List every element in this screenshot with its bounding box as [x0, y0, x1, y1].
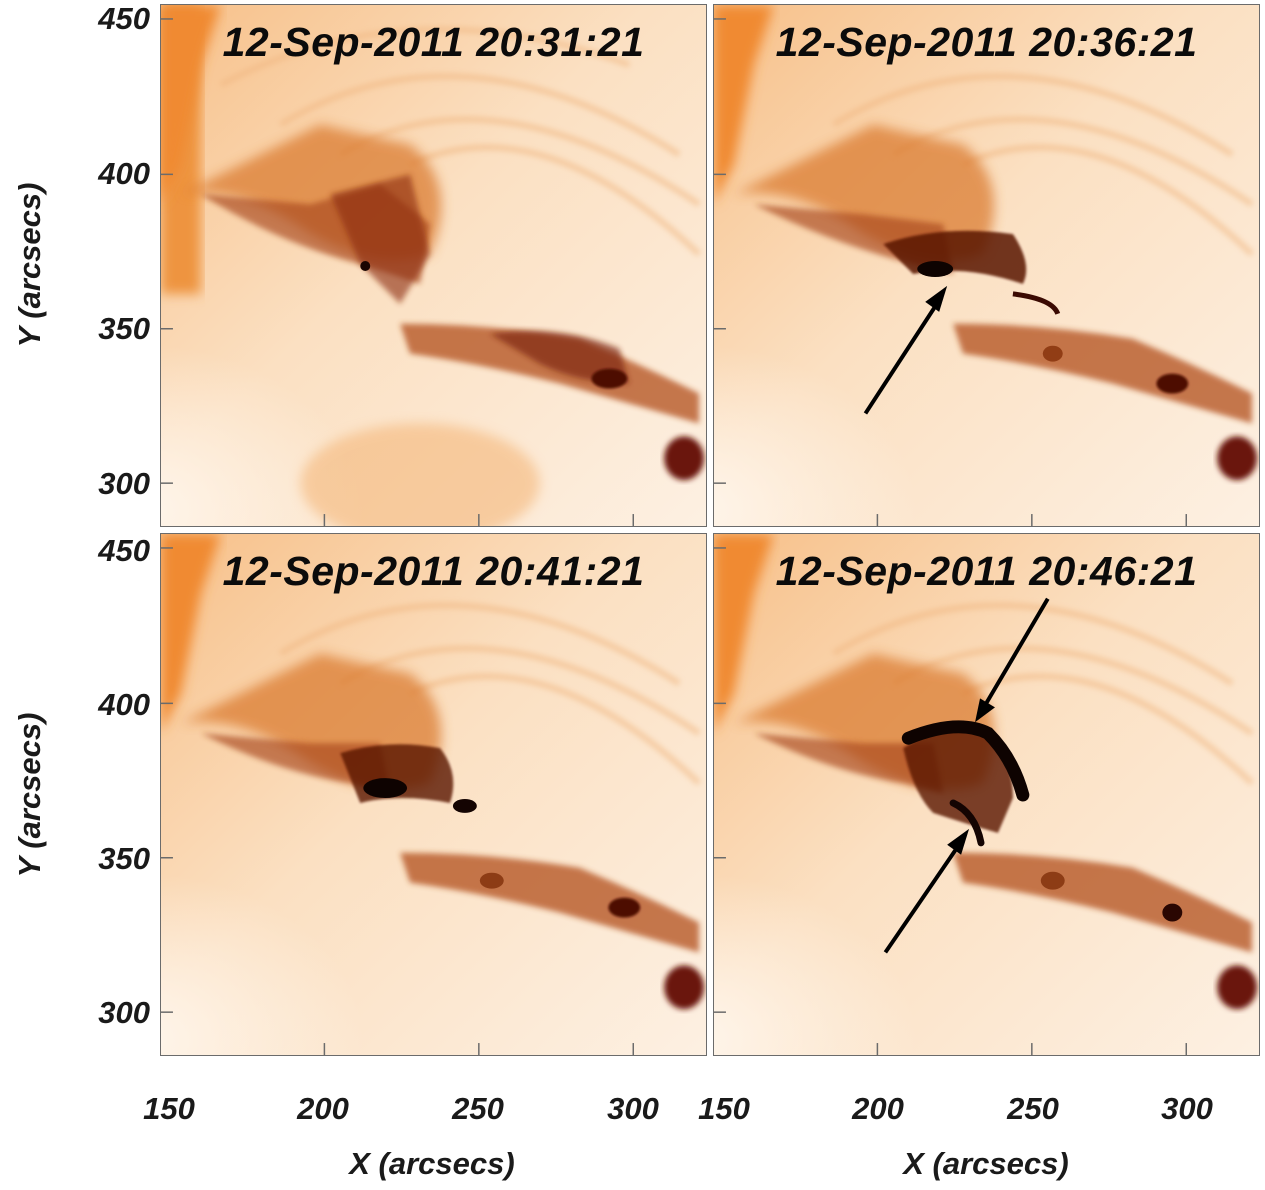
tick-marks: [161, 18, 635, 526]
tick-marks: [714, 547, 1188, 1055]
y-axis-label: Y (arcsecs): [12, 712, 47, 878]
y-tick-label: 400: [98, 687, 150, 722]
tick-marks: [714, 18, 1188, 526]
solar-image: [714, 534, 1259, 1055]
solar-image: [714, 5, 1259, 526]
arrow: [975, 597, 1050, 723]
solar-image: [161, 534, 706, 1055]
y-tick-label: 300: [98, 995, 150, 1030]
y-tick-label: 450: [98, 1, 150, 36]
y-tick-label: 300: [98, 466, 150, 501]
x-tick-label: 150: [143, 1091, 195, 1126]
solar-image: [161, 5, 706, 526]
y-tick-label: 350: [98, 311, 150, 346]
panel-bottom-left: 12-Sep-2011 20:41:21: [160, 533, 707, 1056]
panel-bottom-right: 12-Sep-2011 20:46:21: [713, 533, 1260, 1056]
x-tick-label: 250: [452, 1091, 504, 1126]
y-axis-label: Y (arcsecs): [12, 182, 47, 348]
y-tick-label: 350: [98, 841, 150, 876]
timestamp-label: 12-Sep-2011 20:41:21: [222, 548, 645, 594]
timestamp-label: 12-Sep-2011 20:31:21: [222, 19, 645, 65]
x-tick-label: 150: [698, 1091, 750, 1126]
arrow: [883, 828, 970, 954]
y-tick-label: 400: [98, 156, 150, 191]
arrow: [863, 285, 948, 415]
x-tick-label: 200: [852, 1091, 904, 1126]
x-tick-label: 200: [297, 1091, 349, 1126]
x-axis-label: X (arcsecs): [349, 1146, 515, 1181]
x-tick-label: 300: [1161, 1091, 1213, 1126]
y-tick-label: 450: [98, 533, 150, 568]
panel-top-right: 12-Sep-2011 20:36:21: [713, 4, 1260, 527]
x-tick-label: 300: [607, 1091, 659, 1126]
x-tick-label: 250: [1007, 1091, 1059, 1126]
timestamp-label: 12-Sep-2011 20:36:21: [775, 19, 1198, 65]
timestamp-label: 12-Sep-2011 20:46:21: [775, 548, 1198, 594]
tick-marks: [161, 547, 635, 1055]
x-axis-label: X (arcsecs): [903, 1146, 1069, 1181]
panel-top-left: 12-Sep-2011 20:31:21: [160, 4, 707, 527]
